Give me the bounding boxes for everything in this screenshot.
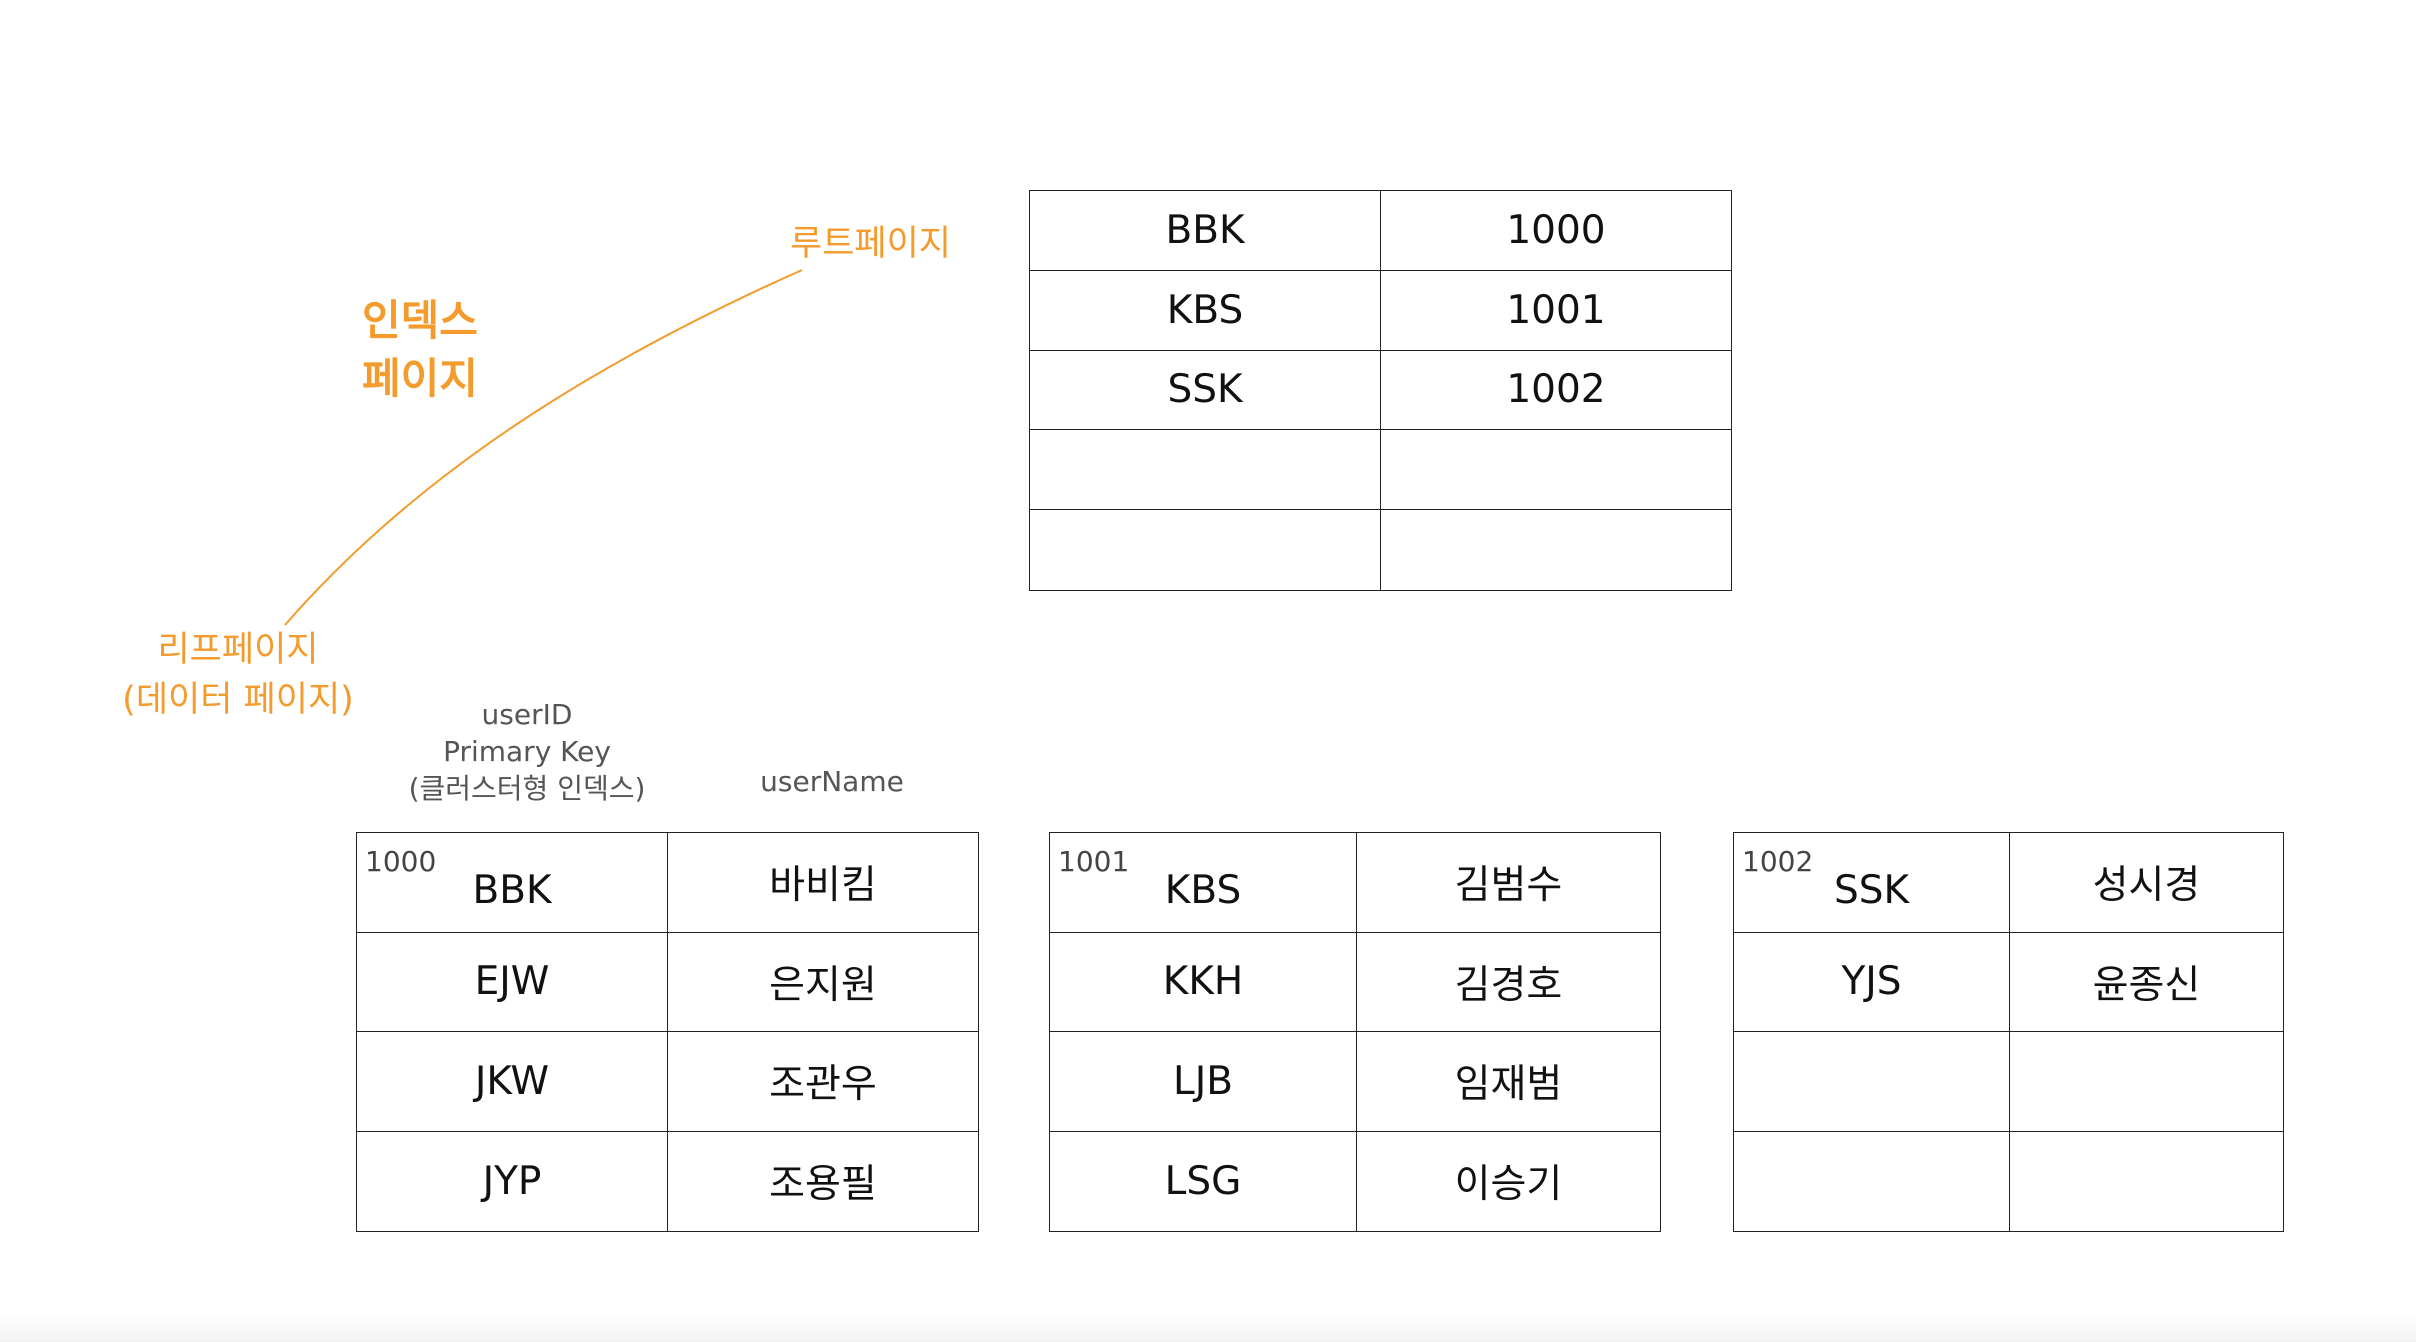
leaf-empty-cell	[1734, 1032, 2010, 1132]
leaf-key-cell: 1001 KBS	[1050, 833, 1357, 933]
leaf-key-cell: YJS	[1734, 932, 2010, 1032]
leaf-page-label-line1: 리프페이지	[157, 630, 319, 670]
leaf-empty-cell	[1734, 1131, 2010, 1231]
leaf-page-1000: 1000 BBK 바비킴 EJW 은지원 JKW 조관우 JYP 조용필	[356, 832, 979, 1232]
leaf-key-cell: 1000 BBK	[357, 833, 668, 933]
page-number: 1002	[1742, 845, 1814, 878]
user-name-cell: 임재범	[1357, 1032, 1660, 1132]
root-page-pointer-cell: 1000	[1381, 191, 1731, 271]
page-number: 1001	[1058, 845, 1130, 878]
user-id: SSK	[1833, 867, 1910, 913]
leaf-key-cell: 1002 SSK	[1734, 833, 2010, 933]
root-page-label: 루트페이지	[790, 224, 952, 264]
root-key-cell: SSK	[1030, 350, 1381, 431]
leaf-page-label: 리프페이지 (데이터 페이지)	[118, 625, 358, 725]
root-key-cell: KBS	[1030, 270, 1381, 351]
leaf-key-cell: EJW	[357, 932, 668, 1032]
bottom-fade	[0, 1312, 2416, 1342]
root-page-pointer-cell: 1002	[1381, 351, 1731, 431]
userid-header-line1: userID	[481, 698, 573, 731]
userid-header-line3: (클러스터형 인덱스)	[408, 772, 646, 805]
leaf-empty-cell	[2010, 1132, 2283, 1232]
leaf-key-cell: LJB	[1050, 1032, 1357, 1132]
root-empty-cell	[1030, 430, 1381, 511]
root-page-pointer-cell: 1001	[1381, 271, 1731, 351]
leaf-key-cell: JYP	[357, 1131, 668, 1231]
user-name-cell: 조관우	[668, 1032, 978, 1132]
username-column-header: userName	[760, 765, 904, 798]
user-name-cell: 윤종신	[2010, 933, 2283, 1032]
root-page-table: BBK 1000 KBS 1001 SSK 1002	[1029, 190, 1732, 591]
leaf-key-cell: JKW	[357, 1032, 668, 1132]
leaf-key-cell: LSG	[1050, 1131, 1357, 1231]
user-id: BBK	[472, 867, 552, 913]
user-name-cell: 은지원	[668, 933, 978, 1032]
user-name-cell: 조용필	[769, 1162, 877, 1208]
user-name-cell: 성시경	[2010, 833, 2283, 933]
user-name-cell: 바비킴	[668, 833, 978, 933]
leaf-key-cell: KKH	[1050, 932, 1357, 1032]
index-page-label-line2: 페이지	[362, 354, 478, 403]
root-empty-cell	[1030, 510, 1381, 590]
leaf-page-label-line2: (데이터 페이지)	[122, 680, 354, 720]
index-page-label: 인덱스 페이지	[362, 292, 478, 408]
userid-column-header: userID Primary Key (클러스터형 인덱스)	[377, 696, 677, 807]
user-name-cell: 김범수	[1357, 833, 1660, 933]
root-empty-cell	[1381, 430, 1731, 511]
userid-header-line2: Primary Key	[443, 735, 611, 768]
leaf-page-1002: 1002 SSK 성시경 YJS 윤종신	[1733, 832, 2284, 1232]
page-number: 1000	[365, 845, 437, 878]
index-page-label-line1: 인덱스	[362, 296, 478, 345]
root-empty-cell	[1381, 510, 1731, 590]
user-name-cell: 이승기	[1454, 1162, 1563, 1208]
leaf-page-1001: 1001 KBS 김범수 KKH 김경호 LJB 임재범 LSG 이승기	[1049, 832, 1661, 1232]
root-key-cell: BBK	[1030, 191, 1381, 271]
leaf-empty-cell	[2010, 1032, 2283, 1132]
user-id: KBS	[1164, 867, 1242, 913]
user-name-cell: 김경호	[1357, 933, 1660, 1032]
